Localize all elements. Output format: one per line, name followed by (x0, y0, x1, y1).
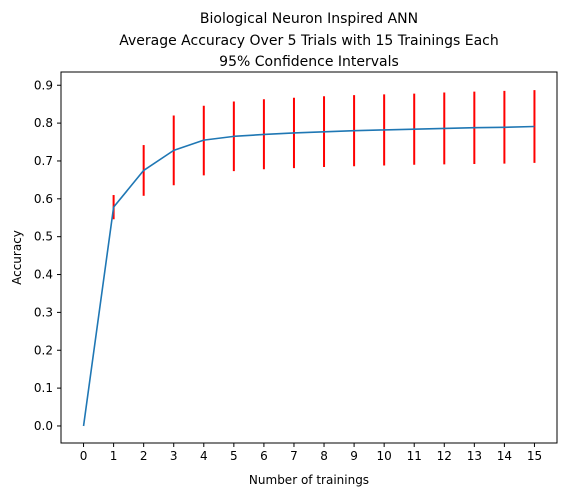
x-tick-label: 8 (320, 449, 328, 463)
chart-title: Biological Neuron Inspired ANN Average A… (119, 11, 499, 70)
x-tick-label: 14 (497, 449, 512, 463)
chart-title-line-3: 95% Confidence Intervals (219, 54, 399, 70)
plot-frame (60, 71, 558, 444)
x-tick-label: 12 (437, 449, 452, 463)
y-tick-label: 0.9 (34, 78, 53, 92)
x-tick-label: 1 (110, 449, 118, 463)
y-tick-label: 0.5 (34, 230, 53, 244)
y-axis-label: Accuracy (10, 230, 24, 285)
y-tick-label: 0.7 (34, 154, 53, 168)
chart-title-line-1: Biological Neuron Inspired ANN (200, 11, 418, 27)
series-lines (82, 125, 535, 427)
x-tick-label: 3 (170, 449, 178, 463)
accuracy-line (82, 125, 535, 427)
x-axis: 0 1 2 3 4 5 6 7 8 9 10 11 12 13 14 15 (80, 443, 542, 463)
y-tick-label: 0.6 (34, 192, 53, 206)
x-axis-label: Number of trainings (249, 473, 369, 487)
y-axis: 0.0 0.1 0.2 0.3 0.4 0.5 0.6 0.7 0.8 0.9 (34, 78, 61, 433)
x-tick-label: 7 (290, 449, 298, 463)
chart-title-line-2: Average Accuracy Over 5 Trials with 15 T… (119, 33, 499, 49)
x-tick-label: 10 (377, 449, 392, 463)
x-tick-label: 2 (140, 449, 148, 463)
y-tick-label: 0.8 (34, 116, 53, 130)
x-tick-label: 13 (467, 449, 482, 463)
y-tick-label: 0.0 (34, 419, 53, 433)
x-tick-label: 4 (200, 449, 208, 463)
y-tick-label: 0.2 (34, 343, 53, 357)
x-tick-label: 15 (527, 449, 542, 463)
x-tick-label: 5 (230, 449, 238, 463)
error-bars (112, 90, 536, 220)
y-tick-label: 0.3 (34, 305, 53, 319)
y-tick-label: 0.1 (34, 381, 53, 395)
x-tick-label: 6 (260, 449, 268, 463)
x-tick-label: 9 (350, 449, 358, 463)
x-tick-label: 0 (80, 449, 88, 463)
y-tick-label: 0.4 (34, 268, 53, 282)
x-tick-label: 11 (407, 449, 422, 463)
